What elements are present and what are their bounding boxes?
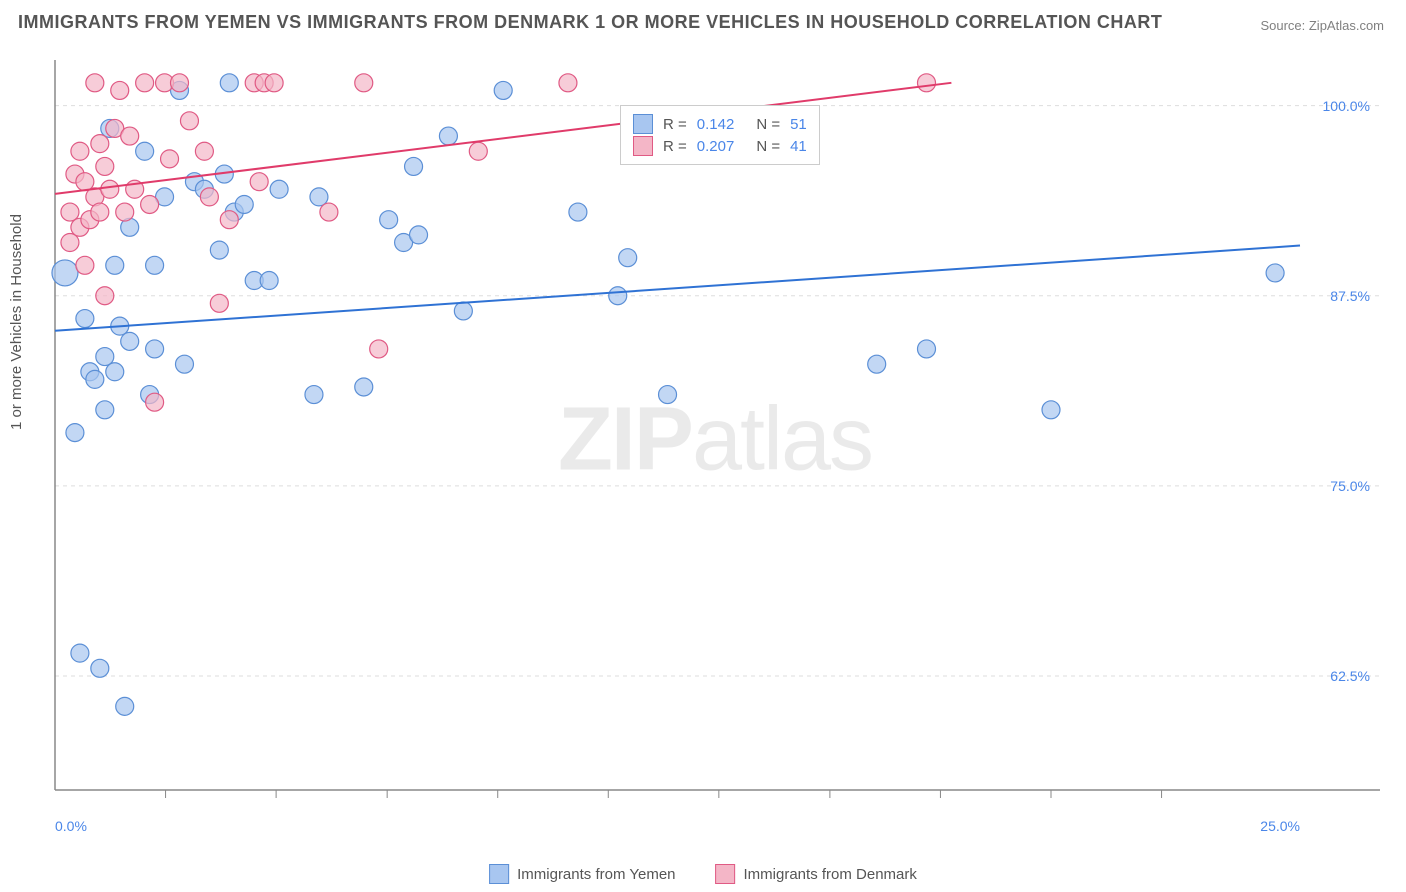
legend-swatch bbox=[633, 114, 653, 134]
stat-row: R = 0.142 N = 51 bbox=[633, 114, 807, 134]
chart-title: IMMIGRANTS FROM YEMEN VS IMMIGRANTS FROM… bbox=[18, 12, 1162, 33]
legend-swatch bbox=[716, 864, 736, 884]
x-tick-label: 0.0% bbox=[55, 818, 87, 834]
stat-n-label: N = bbox=[756, 116, 780, 133]
stat-r-value: 0.207 bbox=[697, 138, 735, 155]
legend-label: Immigrants from Denmark bbox=[744, 866, 917, 883]
chart-svg bbox=[50, 50, 1380, 830]
y-tick-label: 87.5% bbox=[1330, 288, 1370, 304]
correlation-stat-box: R = 0.142 N = 51 R = 0.207 N = 41 bbox=[620, 105, 820, 165]
stat-n-label: N = bbox=[756, 138, 780, 155]
legend: Immigrants from Yemen Immigrants from Den… bbox=[489, 864, 917, 884]
legend-label: Immigrants from Yemen bbox=[517, 866, 675, 883]
legend-swatch bbox=[633, 136, 653, 156]
x-tick-label: 25.0% bbox=[1260, 818, 1300, 834]
stat-n-value: 51 bbox=[790, 116, 807, 133]
legend-swatch bbox=[489, 864, 509, 884]
y-tick-label: 100.0% bbox=[1323, 98, 1370, 114]
plot-area: ZIPatlas 62.5%75.0%87.5%100.0% 0.0%25.0%… bbox=[50, 50, 1380, 830]
legend-item: Immigrants from Yemen bbox=[489, 864, 675, 884]
stat-n-value: 41 bbox=[790, 138, 807, 155]
y-tick-label: 75.0% bbox=[1330, 478, 1370, 494]
stat-r-label: R = bbox=[663, 116, 687, 133]
stat-r-value: 0.142 bbox=[697, 116, 735, 133]
y-tick-label: 62.5% bbox=[1330, 668, 1370, 684]
stat-r-label: R = bbox=[663, 138, 687, 155]
legend-item: Immigrants from Denmark bbox=[716, 864, 917, 884]
source-label: Source: ZipAtlas.com bbox=[1260, 18, 1384, 33]
y-axis-label: 1 or more Vehicles in Household bbox=[8, 214, 25, 430]
stat-row: R = 0.207 N = 41 bbox=[633, 136, 807, 156]
